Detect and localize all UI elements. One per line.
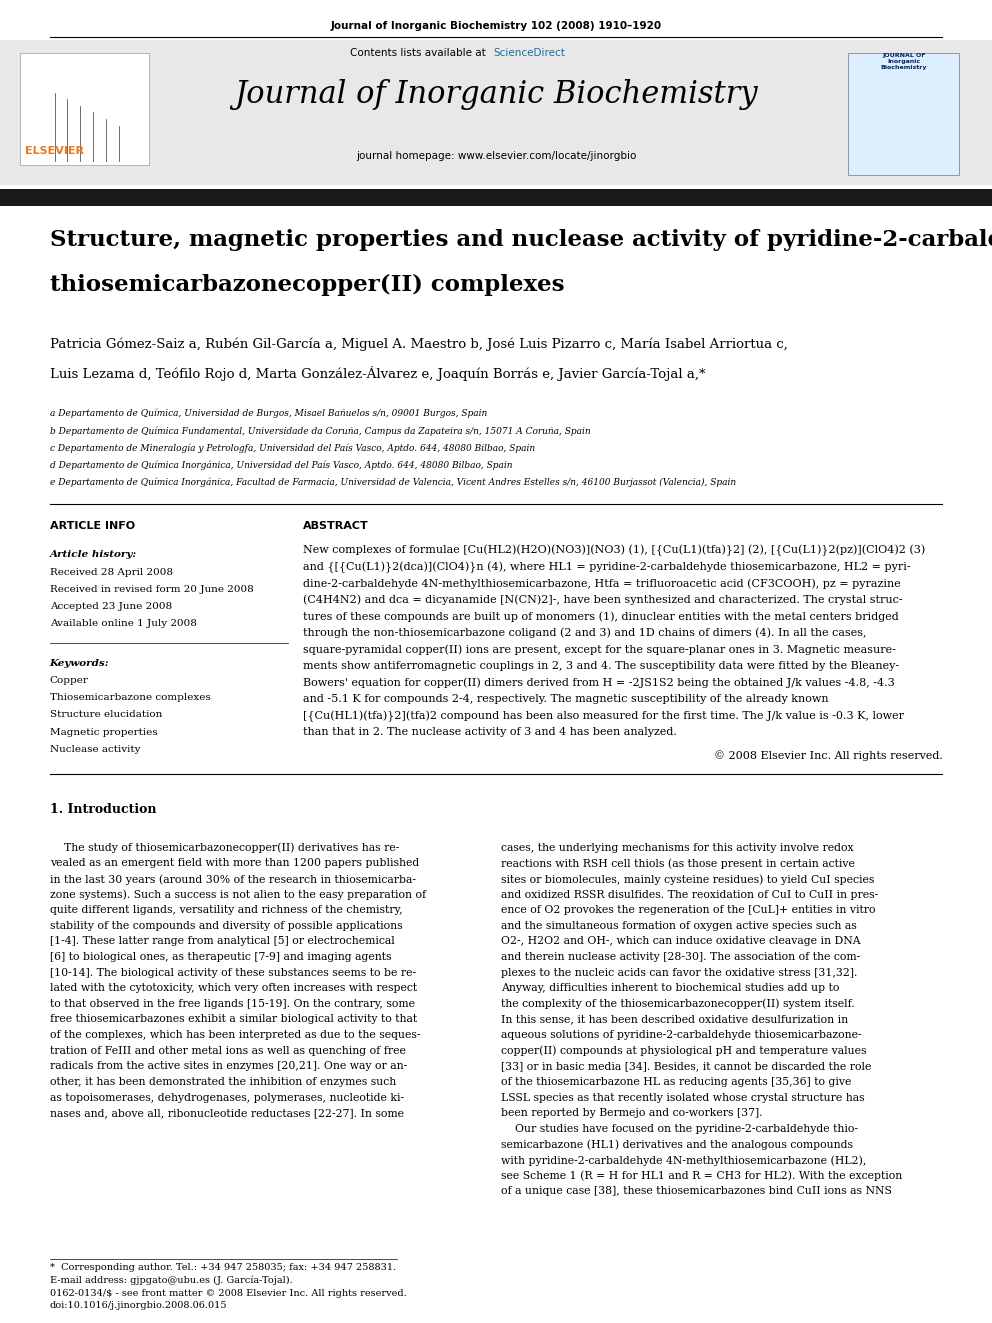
Text: of the thiosemicarbazone HL as reducing agents [35,36] to give: of the thiosemicarbazone HL as reducing … (501, 1077, 851, 1088)
Text: Received in revised form 20 June 2008: Received in revised form 20 June 2008 (50, 585, 253, 594)
Text: and -5.1 K for compounds 2-4, respectively. The magnetic susceptibility of the a: and -5.1 K for compounds 2-4, respective… (303, 693, 828, 704)
Bar (848, 53, 959, 175)
Text: ELSEVIER: ELSEVIER (25, 146, 83, 156)
Text: and the simultaneous formation of oxygen active species such as: and the simultaneous formation of oxygen… (501, 921, 857, 931)
Text: copper(II) compounds at physiological pH and temperature values: copper(II) compounds at physiological pH… (501, 1045, 866, 1056)
Text: *  Corresponding author. Tel.: +34 947 258035; fax: +34 947 258831.: * Corresponding author. Tel.: +34 947 25… (50, 1263, 396, 1273)
Text: Magnetic properties: Magnetic properties (50, 728, 157, 737)
Text: Journal of Inorganic Biochemistry: Journal of Inorganic Biochemistry (234, 79, 758, 110)
Text: stability of the compounds and diversity of possible applications: stability of the compounds and diversity… (50, 921, 402, 931)
Text: as topoisomerases, dehydrogenases, polymerases, nucleotide ki-: as topoisomerases, dehydrogenases, polym… (50, 1093, 404, 1102)
Text: 1. Introduction: 1. Introduction (50, 803, 156, 816)
Text: (C4H4N2) and dca = dicyanamide [N(CN)2]-, have been synthesized and characterize: (C4H4N2) and dca = dicyanamide [N(CN)2]-… (303, 595, 902, 605)
Text: [33] or in basic media [34]. Besides, it cannot be discarded the role: [33] or in basic media [34]. Besides, it… (501, 1061, 871, 1072)
Text: Received 28 April 2008: Received 28 April 2008 (50, 568, 173, 577)
Text: dine-2-carbaldehyde 4N-methylthiosemicarbazone, Htfa = trifluoroacetic acid (CF3: dine-2-carbaldehyde 4N-methylthiosemicar… (303, 578, 901, 589)
Text: and oxidized RSSR disulfides. The reoxidation of CuI to CuII in pres-: and oxidized RSSR disulfides. The reoxid… (501, 889, 878, 900)
Text: been reported by Bermejo and co-workers [37].: been reported by Bermejo and co-workers … (501, 1109, 763, 1118)
Text: In this sense, it has been described oxidative desulfurization in: In this sense, it has been described oxi… (501, 1015, 848, 1024)
Text: Thiosemicarbazone complexes: Thiosemicarbazone complexes (50, 693, 210, 703)
Text: than that in 2. The nuclease activity of 3 and 4 has been analyzed.: than that in 2. The nuclease activity of… (303, 728, 677, 737)
Text: Anyway, difficulties inherent to biochemical studies add up to: Anyway, difficulties inherent to biochem… (501, 983, 839, 994)
Text: [1-4]. These latter range from analytical [5] or electrochemical: [1-4]. These latter range from analytica… (50, 937, 395, 946)
Text: [10-14]. The biological activity of these substances seems to be re-: [10-14]. The biological activity of thes… (50, 967, 416, 978)
Text: ence of O2 provokes the regeneration of the [CuL]+ entities in vitro: ence of O2 provokes the regeneration of … (501, 905, 876, 916)
Text: b Departamento de Química Fundamental, Universidade da Coruña, Campus da Zapatei: b Departamento de Química Fundamental, U… (50, 426, 590, 435)
Text: Article history:: Article history: (50, 550, 137, 560)
Bar (20, 53, 149, 165)
Text: and {[{Cu(L1)}2(dca)](ClO4)}n (4), where HL1 = pyridine-2-carbaldehyde thiosemic: and {[{Cu(L1)}2(dca)](ClO4)}n (4), where… (303, 561, 911, 573)
Text: Bowers' equation for copper(II) dimers derived from H = -2JS1S2 being the obtain: Bowers' equation for copper(II) dimers d… (303, 677, 895, 688)
Text: in the last 30 years (around 30% of the research in thiosemicarba-: in the last 30 years (around 30% of the … (50, 875, 416, 885)
Text: Accepted 23 June 2008: Accepted 23 June 2008 (50, 602, 172, 611)
Text: other, it has been demonstrated the inhibition of enzymes such: other, it has been demonstrated the inhi… (50, 1077, 396, 1088)
Text: with pyridine-2-carbaldehyde 4N-methylthiosemicarbazone (HL2),: with pyridine-2-carbaldehyde 4N-methylth… (501, 1155, 866, 1166)
Text: of the complexes, which has been interpreted as due to the seques-: of the complexes, which has been interpr… (50, 1031, 420, 1040)
Text: thiosemicarbazonecopper(II) complexes: thiosemicarbazonecopper(II) complexes (50, 274, 564, 296)
Text: tures of these compounds are built up of monomers (1), dinuclear entities with t: tures of these compounds are built up of… (303, 611, 899, 622)
Text: radicals from the active sites in enzymes [20,21]. One way or an-: radicals from the active sites in enzyme… (50, 1061, 407, 1072)
Text: journal homepage: www.elsevier.com/locate/jinorgbio: journal homepage: www.elsevier.com/locat… (356, 151, 636, 161)
Text: Nuclease activity: Nuclease activity (50, 745, 140, 754)
Text: doi:10.1016/j.jinorgbio.2008.06.015: doi:10.1016/j.jinorgbio.2008.06.015 (50, 1301, 227, 1310)
Text: 0162-0134/$ - see front matter © 2008 Elsevier Inc. All rights reserved.: 0162-0134/$ - see front matter © 2008 El… (50, 1289, 407, 1298)
Text: E-mail address: gjpgato@ubu.es (J. García-Tojal).: E-mail address: gjpgato@ubu.es (J. Garcí… (50, 1275, 293, 1285)
Text: LSSL species as that recently isolated whose crystal structure has: LSSL species as that recently isolated w… (501, 1093, 865, 1102)
Text: ments show antiferromagnetic couplings in 2, 3 and 4. The susceptibility data we: ments show antiferromagnetic couplings i… (303, 662, 899, 671)
Text: the complexity of the thiosemicarbazonecopper(II) system itself.: the complexity of the thiosemicarbazonec… (501, 999, 855, 1009)
Text: lated with the cytotoxicity, which very often increases with respect: lated with the cytotoxicity, which very … (50, 983, 417, 994)
Text: free thiosemicarbazones exhibit a similar biological activity to that: free thiosemicarbazones exhibit a simila… (50, 1015, 417, 1024)
Text: Journal of Inorganic Biochemistry 102 (2008) 1910–1920: Journal of Inorganic Biochemistry 102 (2… (330, 21, 662, 32)
Text: Contents lists available at: Contents lists available at (350, 48, 489, 58)
Text: through the non-thiosemicarbazone coligand (2 and 3) and 1D chains of dimers (4): through the non-thiosemicarbazone coliga… (303, 628, 866, 638)
Text: nases and, above all, ribonucleotide reductases [22-27]. In some: nases and, above all, ribonucleotide red… (50, 1109, 404, 1118)
Text: tration of FeIII and other metal ions as well as quenching of free: tration of FeIII and other metal ions as… (50, 1045, 406, 1056)
Text: a Departamento de Química, Universidad de Burgos, Misael Bañuelos s/n, 09001 Bur: a Departamento de Química, Universidad d… (50, 409, 487, 418)
Bar (0, 189, 992, 206)
Text: Luis Lezama d, Teófilo Rojo d, Marta González-Álvarez e, Joaquín Borrás e, Javie: Luis Lezama d, Teófilo Rojo d, Marta Gon… (50, 366, 705, 381)
Text: zone systems). Such a success is not alien to the easy preparation of: zone systems). Such a success is not ali… (50, 889, 426, 900)
Text: [{Cu(HL1)(tfa)}2](tfa)2 compound has been also measured for the first time. The : [{Cu(HL1)(tfa)}2](tfa)2 compound has bee… (303, 710, 904, 722)
Text: reactions with RSH cell thiols (as those present in certain active: reactions with RSH cell thiols (as those… (501, 859, 855, 869)
Text: Keywords:: Keywords: (50, 659, 109, 668)
Text: quite different ligands, versatility and richness of the chemistry,: quite different ligands, versatility and… (50, 905, 402, 916)
Text: Structure elucidation: Structure elucidation (50, 710, 162, 720)
Text: semicarbazone (HL1) derivatives and the analogous compounds: semicarbazone (HL1) derivatives and the … (501, 1139, 853, 1150)
Text: ScienceDirect: ScienceDirect (493, 48, 564, 58)
Text: ABSTRACT: ABSTRACT (303, 521, 368, 532)
Text: Patricia Gómez-Saiz a, Rubén Gil-García a, Miguel A. Maestro b, José Luis Pizarr: Patricia Gómez-Saiz a, Rubén Gil-García … (50, 337, 788, 351)
Text: see Scheme 1 (R = H for HL1 and R = CH3 for HL2). With the exception: see Scheme 1 (R = H for HL1 and R = CH3 … (501, 1171, 902, 1181)
Text: New complexes of formulae [Cu(HL2)(H2O)(NO3)](NO3) (1), [{Cu(L1)(tfa)}2] (2), [{: New complexes of formulae [Cu(HL2)(H2O)(… (303, 545, 925, 557)
Text: sites or biomolecules, mainly cysteine residues) to yield CuI species: sites or biomolecules, mainly cysteine r… (501, 875, 874, 885)
Bar (0, 40, 992, 185)
Text: Copper: Copper (50, 676, 88, 685)
Text: © 2008 Elsevier Inc. All rights reserved.: © 2008 Elsevier Inc. All rights reserved… (713, 750, 942, 761)
Text: e Departamento de Química Inorgánica, Facultad de Farmacia, Universidad de Valen: e Departamento de Química Inorgánica, Fa… (50, 478, 736, 487)
Text: c Departamento de Mineralogía y Petrologfa, Universidad del País Vasco, Aptdo. 6: c Departamento de Mineralogía y Petrolog… (50, 443, 535, 452)
Text: [6] to biological ones, as therapeutic [7-9] and imaging agents: [6] to biological ones, as therapeutic [… (50, 953, 391, 962)
Text: O2-, H2O2 and OH-, which can induce oxidative cleavage in DNA: O2-, H2O2 and OH-, which can induce oxid… (501, 937, 861, 946)
Text: and therein nuclease activity [28-30]. The association of the com-: and therein nuclease activity [28-30]. T… (501, 953, 860, 962)
Text: The study of thiosemicarbazonecopper(II) derivatives has re-: The study of thiosemicarbazonecopper(II)… (50, 843, 399, 853)
Text: ARTICLE INFO: ARTICLE INFO (50, 521, 135, 532)
Text: cases, the underlying mechanisms for this activity involve redox: cases, the underlying mechanisms for thi… (501, 843, 853, 853)
Text: square-pyramidal copper(II) ions are present, except for the square-planar ones : square-pyramidal copper(II) ions are pre… (303, 644, 896, 655)
Text: aqueous solutions of pyridine-2-carbaldehyde thiosemicarbazone-: aqueous solutions of pyridine-2-carbalde… (501, 1031, 862, 1040)
Text: d Departamento de Química Inorgánica, Universidad del País Vasco, Aptdo. 644, 48: d Departamento de Química Inorgánica, Un… (50, 460, 512, 470)
Text: Our studies have focused on the pyridine-2-carbaldehyde thio-: Our studies have focused on the pyridine… (501, 1123, 858, 1134)
Text: Structure, magnetic properties and nuclease activity of pyridine-2-carbaldehyde: Structure, magnetic properties and nucle… (50, 229, 992, 251)
Text: of a unique case [38], these thiosemicarbazones bind CuII ions as NNS: of a unique case [38], these thiosemicar… (501, 1187, 892, 1196)
Text: Available online 1 July 2008: Available online 1 July 2008 (50, 619, 196, 628)
Text: plexes to the nucleic acids can favor the oxidative stress [31,32].: plexes to the nucleic acids can favor th… (501, 967, 857, 978)
Text: to that observed in the free ligands [15-19]. On the contrary, some: to that observed in the free ligands [15… (50, 999, 415, 1009)
Text: JOURNAL OF
Inorganic
Biochemistry: JOURNAL OF Inorganic Biochemistry (881, 53, 927, 70)
Text: vealed as an emergent field with more than 1200 papers published: vealed as an emergent field with more th… (50, 859, 419, 868)
